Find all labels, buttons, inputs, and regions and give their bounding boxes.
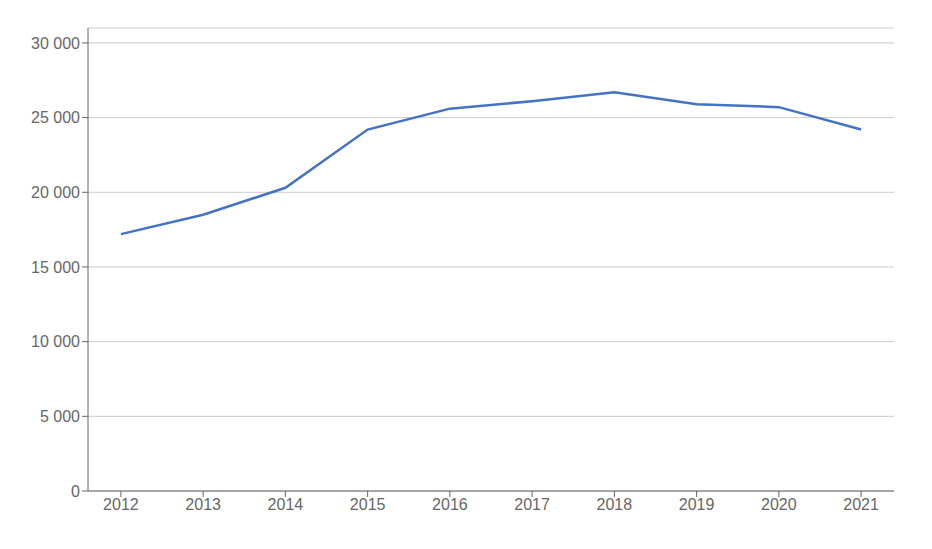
svg-text:30 000: 30 000 [31,35,80,52]
svg-text:2016: 2016 [432,496,468,513]
svg-text:2019: 2019 [679,496,715,513]
svg-text:2013: 2013 [185,496,221,513]
svg-text:2021: 2021 [843,496,879,513]
svg-text:2015: 2015 [350,496,386,513]
svg-text:0: 0 [71,483,80,500]
svg-text:20 000: 20 000 [31,184,80,201]
svg-text:2018: 2018 [597,496,633,513]
svg-text:10 000: 10 000 [31,333,80,350]
svg-text:5 000: 5 000 [40,408,80,425]
svg-text:2017: 2017 [514,496,550,513]
svg-text:2020: 2020 [761,496,797,513]
svg-text:25 000: 25 000 [31,109,80,126]
svg-text:2014: 2014 [268,496,304,513]
svg-text:15 000: 15 000 [31,259,80,276]
svg-text:2012: 2012 [103,496,139,513]
